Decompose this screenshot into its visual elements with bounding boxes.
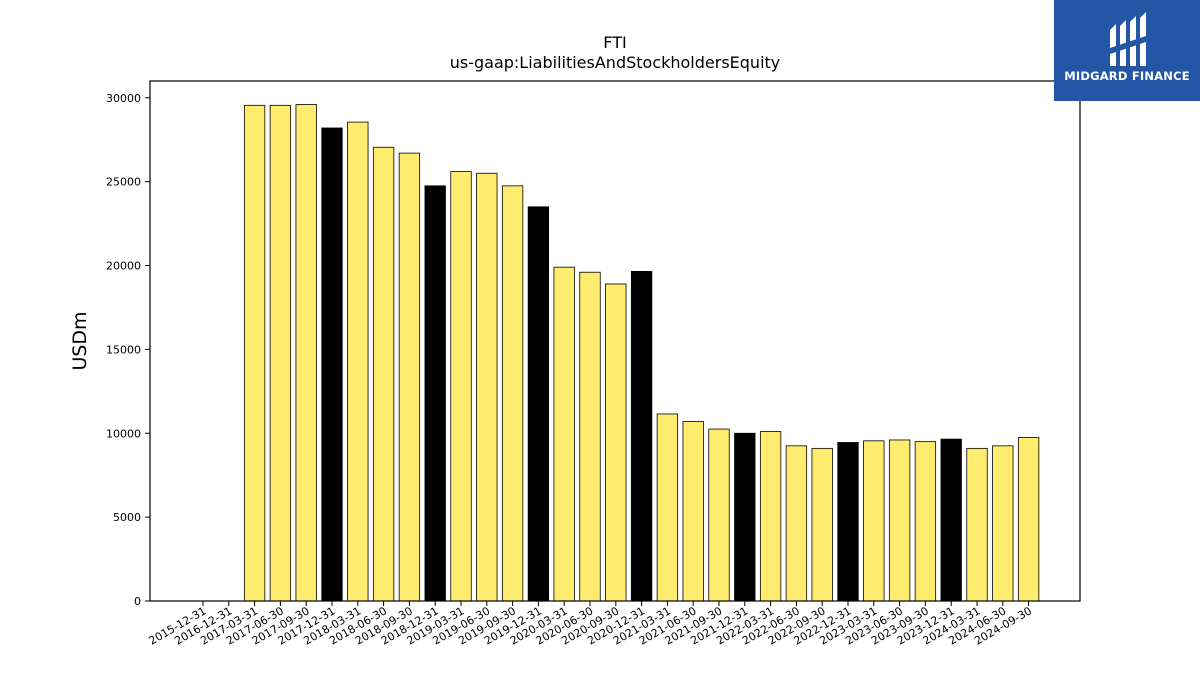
bar-2019-12-31 [527,206,550,602]
bar-2020-06-30 [579,271,601,602]
chart-subtitle: us-gaap:LiabilitiesAndStockholdersEquity [450,53,781,72]
bar-2018-06-30 [372,146,395,602]
bar-2024-09-30 [1017,437,1040,602]
plot-frame [149,80,1081,602]
bar-2022-06-30 [785,445,808,602]
bar-2020-03-31 [553,266,575,602]
bar-2023-06-30 [888,439,911,602]
y-tick-label: 15000 [106,343,141,356]
bar-2022-12-31 [837,442,859,602]
bar-2024-03-31 [966,447,988,602]
bars-group [243,104,1040,602]
midgard-finance-logo: MIDGARD FINANCE [1054,0,1200,101]
bar-2017-09-30 [295,104,317,602]
bar-2019-03-31 [450,171,472,602]
midgard-logo-icon [1110,12,1146,66]
y-tick-label: 0 [134,595,141,608]
y-tick-label: 25000 [106,176,141,189]
y-tick-label: 20000 [106,260,141,273]
bar-2017-03-31 [243,104,266,602]
y-axis-label: USDm [69,311,91,370]
bar-2019-09-30 [501,185,524,602]
bar-2021-06-30 [682,421,704,602]
bar-2021-09-30 [708,428,730,602]
bar-2022-09-30 [811,447,833,602]
bar-2021-12-31 [734,432,756,602]
y-axis-ticks: 0 5000 10000 15000 20000 25000 30000 [106,92,150,608]
bar-2022-03-31 [759,431,782,602]
y-tick-label: 10000 [106,427,141,440]
bar-2019-06-30 [476,172,498,602]
bar-2021-03-31 [656,413,679,602]
y-tick-label: 30000 [106,92,141,105]
bar-2018-09-30 [398,152,421,602]
logo-text: MIDGARD FINANCE [1064,69,1190,83]
bar-2020-12-31 [630,270,653,602]
bar-2023-03-31 [863,440,885,602]
bar-2017-06-30 [269,104,292,602]
bar-2017-12-31 [321,127,343,602]
y-tick-label: 5000 [113,511,141,524]
bar-2023-09-30 [914,441,937,602]
chart-title: FTI [603,33,626,52]
bar-2018-12-31 [424,185,446,602]
bar-2020-09-30 [605,283,627,602]
bar-2024-06-30 [992,445,1014,602]
bar-2023-12-31 [940,438,962,602]
x-axis-ticks: 2015-12-312016-12-312017-03-312017-06-30… [147,601,1034,648]
bar-2018-03-31 [347,121,369,602]
